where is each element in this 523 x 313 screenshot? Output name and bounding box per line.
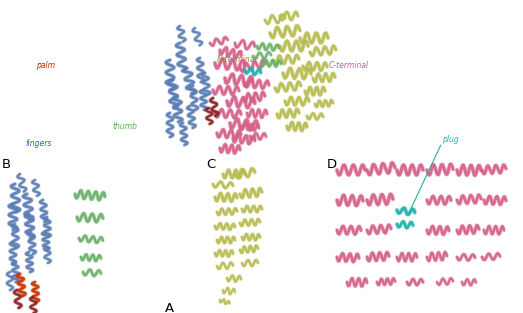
Text: A: A <box>165 302 174 313</box>
Text: plug: plug <box>442 135 459 144</box>
Text: thumb: thumb <box>112 122 138 131</box>
Text: D: D <box>327 158 337 171</box>
Text: C-terminal: C-terminal <box>328 61 369 70</box>
Text: fingers: fingers <box>25 139 51 148</box>
Text: C: C <box>207 158 216 171</box>
Text: N-terminal: N-terminal <box>217 55 257 64</box>
Text: B: B <box>2 158 10 171</box>
Text: palm: palm <box>36 61 54 70</box>
